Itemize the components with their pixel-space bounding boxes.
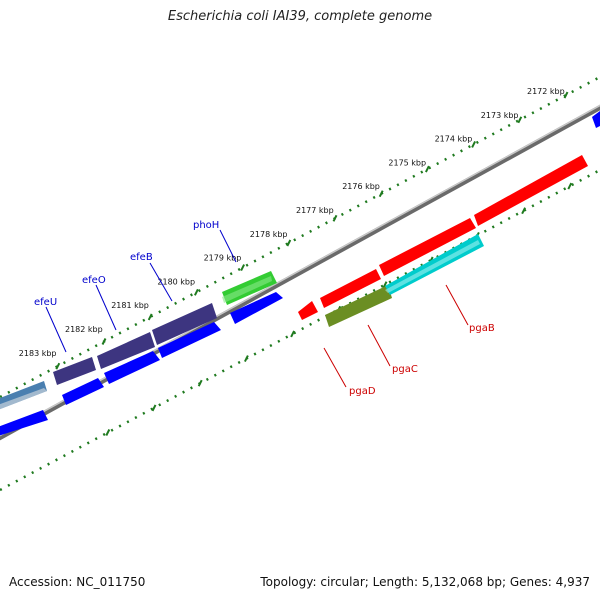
- connector-efeO: [95, 284, 117, 331]
- kbp-label-2: 2174 kbp: [435, 135, 473, 144]
- label-pgaB: pgaB: [469, 323, 495, 334]
- ruler-lower-tick-7: [290, 330, 295, 338]
- label-efeB: efeB: [130, 252, 153, 263]
- ruler-upper: [0, 75, 600, 399]
- gene-partial-left-shade: [0, 388, 47, 410]
- kbp-labels: 2172 kbp 2173 kbp 2174 kbp 2175 kbp 2176 kbp…: [19, 87, 565, 358]
- cds-blue-1[interactable]: [0, 410, 48, 437]
- bottom-strand-genes: [298, 155, 588, 327]
- ruler-upper-tick-4: [378, 190, 384, 198]
- kbp-label-3: 2175 kbp: [388, 158, 426, 167]
- label-phoH: phoH: [193, 220, 219, 231]
- ruler-upper-tick-1: [517, 116, 523, 124]
- kbp-label-1: 2173 kbp: [481, 111, 519, 120]
- top-strand-genes: [0, 271, 277, 410]
- gene-red-right[interactable]: [474, 155, 588, 226]
- kbp-label-10: 2182 kbp: [65, 325, 103, 334]
- kbp-label-11: 2183 kbp: [19, 349, 57, 358]
- kbp-label-9: 2181 kbp: [111, 301, 149, 310]
- ruler-upper-tick-3: [425, 165, 430, 173]
- connector-pgaC: [367, 324, 391, 367]
- cds-blue-3[interactable]: [104, 351, 160, 384]
- label-efeU: efeU: [34, 297, 57, 308]
- label-pgaC: pgaC: [392, 364, 418, 375]
- gene-phoH-shade: [222, 276, 272, 303]
- ruler-upper-tick-2: [471, 140, 476, 148]
- ruler-lower-tick-2: [521, 207, 526, 215]
- kbp-label-4: 2176 kbp: [342, 182, 380, 191]
- ruler-lower-tick-8: [244, 355, 249, 363]
- connector-pgaB: [445, 284, 469, 326]
- page-title: Escherichia coli IAI39, complete genome: [167, 9, 433, 24]
- label-pgaD: pgaD: [349, 386, 376, 397]
- ruler-upper-tick-7: [240, 264, 245, 272]
- ruler-lower-tick-9: [197, 379, 203, 387]
- kbp-label-7: 2179 kbp: [204, 254, 242, 263]
- ruler-upper-tick-6: [286, 239, 292, 247]
- gene-labels: phoH efeB efeO efeU pgaB pgaC pgaD: [34, 220, 495, 397]
- gene-efeB[interactable]: [152, 303, 217, 345]
- ruler-upper-tick-9: [147, 313, 153, 321]
- gene-pgaC[interactable]: [325, 285, 392, 327]
- gene-efeU[interactable]: [53, 357, 96, 385]
- ruler-upper-tick-0: [563, 91, 569, 99]
- cds-blue-4[interactable]: [158, 322, 221, 358]
- connector-efeU: [45, 306, 67, 353]
- gene-efeO[interactable]: [97, 332, 155, 369]
- kbp-label-8: 2180 kbp: [157, 277, 195, 286]
- cds-blue-6[interactable]: [592, 111, 600, 128]
- ruler-upper-tick-11: [55, 362, 61, 370]
- ruler-lower-tick-11: [105, 429, 111, 436]
- ruler-upper-tick-8: [194, 288, 199, 296]
- ruler-upper-major-ticks: [55, 91, 569, 370]
- ruler-upper-tick-10: [101, 338, 107, 345]
- gene-pgaD-red[interactable]: [320, 269, 381, 308]
- connector-efeB: [149, 262, 173, 302]
- ruler-lower-tick-1: [567, 182, 573, 190]
- kbp-label-6: 2178 kbp: [250, 230, 288, 239]
- topology-text: Topology: circular; Length: 5,132,068 bp…: [260, 575, 590, 589]
- gene-pgaB-shade: [385, 240, 480, 293]
- gene-label-connectors: [45, 229, 469, 388]
- accession-text: Accession: NC_011750: [9, 575, 146, 589]
- connector-phoH: [219, 229, 237, 263]
- gene-red-mid[interactable]: [379, 218, 476, 276]
- kbp-label-0: 2172 kbp: [527, 87, 565, 96]
- cds-blue-5[interactable]: [230, 292, 283, 324]
- gene-red-small[interactable]: [298, 301, 318, 320]
- cds-blue-2[interactable]: [62, 378, 104, 405]
- kbp-label-5: 2177 kbp: [296, 206, 334, 215]
- ruler-lower-tick-10: [151, 404, 157, 412]
- connector-pgaD: [323, 347, 347, 388]
- top-strand-cds: [0, 111, 600, 437]
- ruler-lower-tick-5: [382, 281, 388, 289]
- ruler-upper-tick-5: [332, 214, 338, 222]
- label-efeO: efeO: [82, 275, 106, 286]
